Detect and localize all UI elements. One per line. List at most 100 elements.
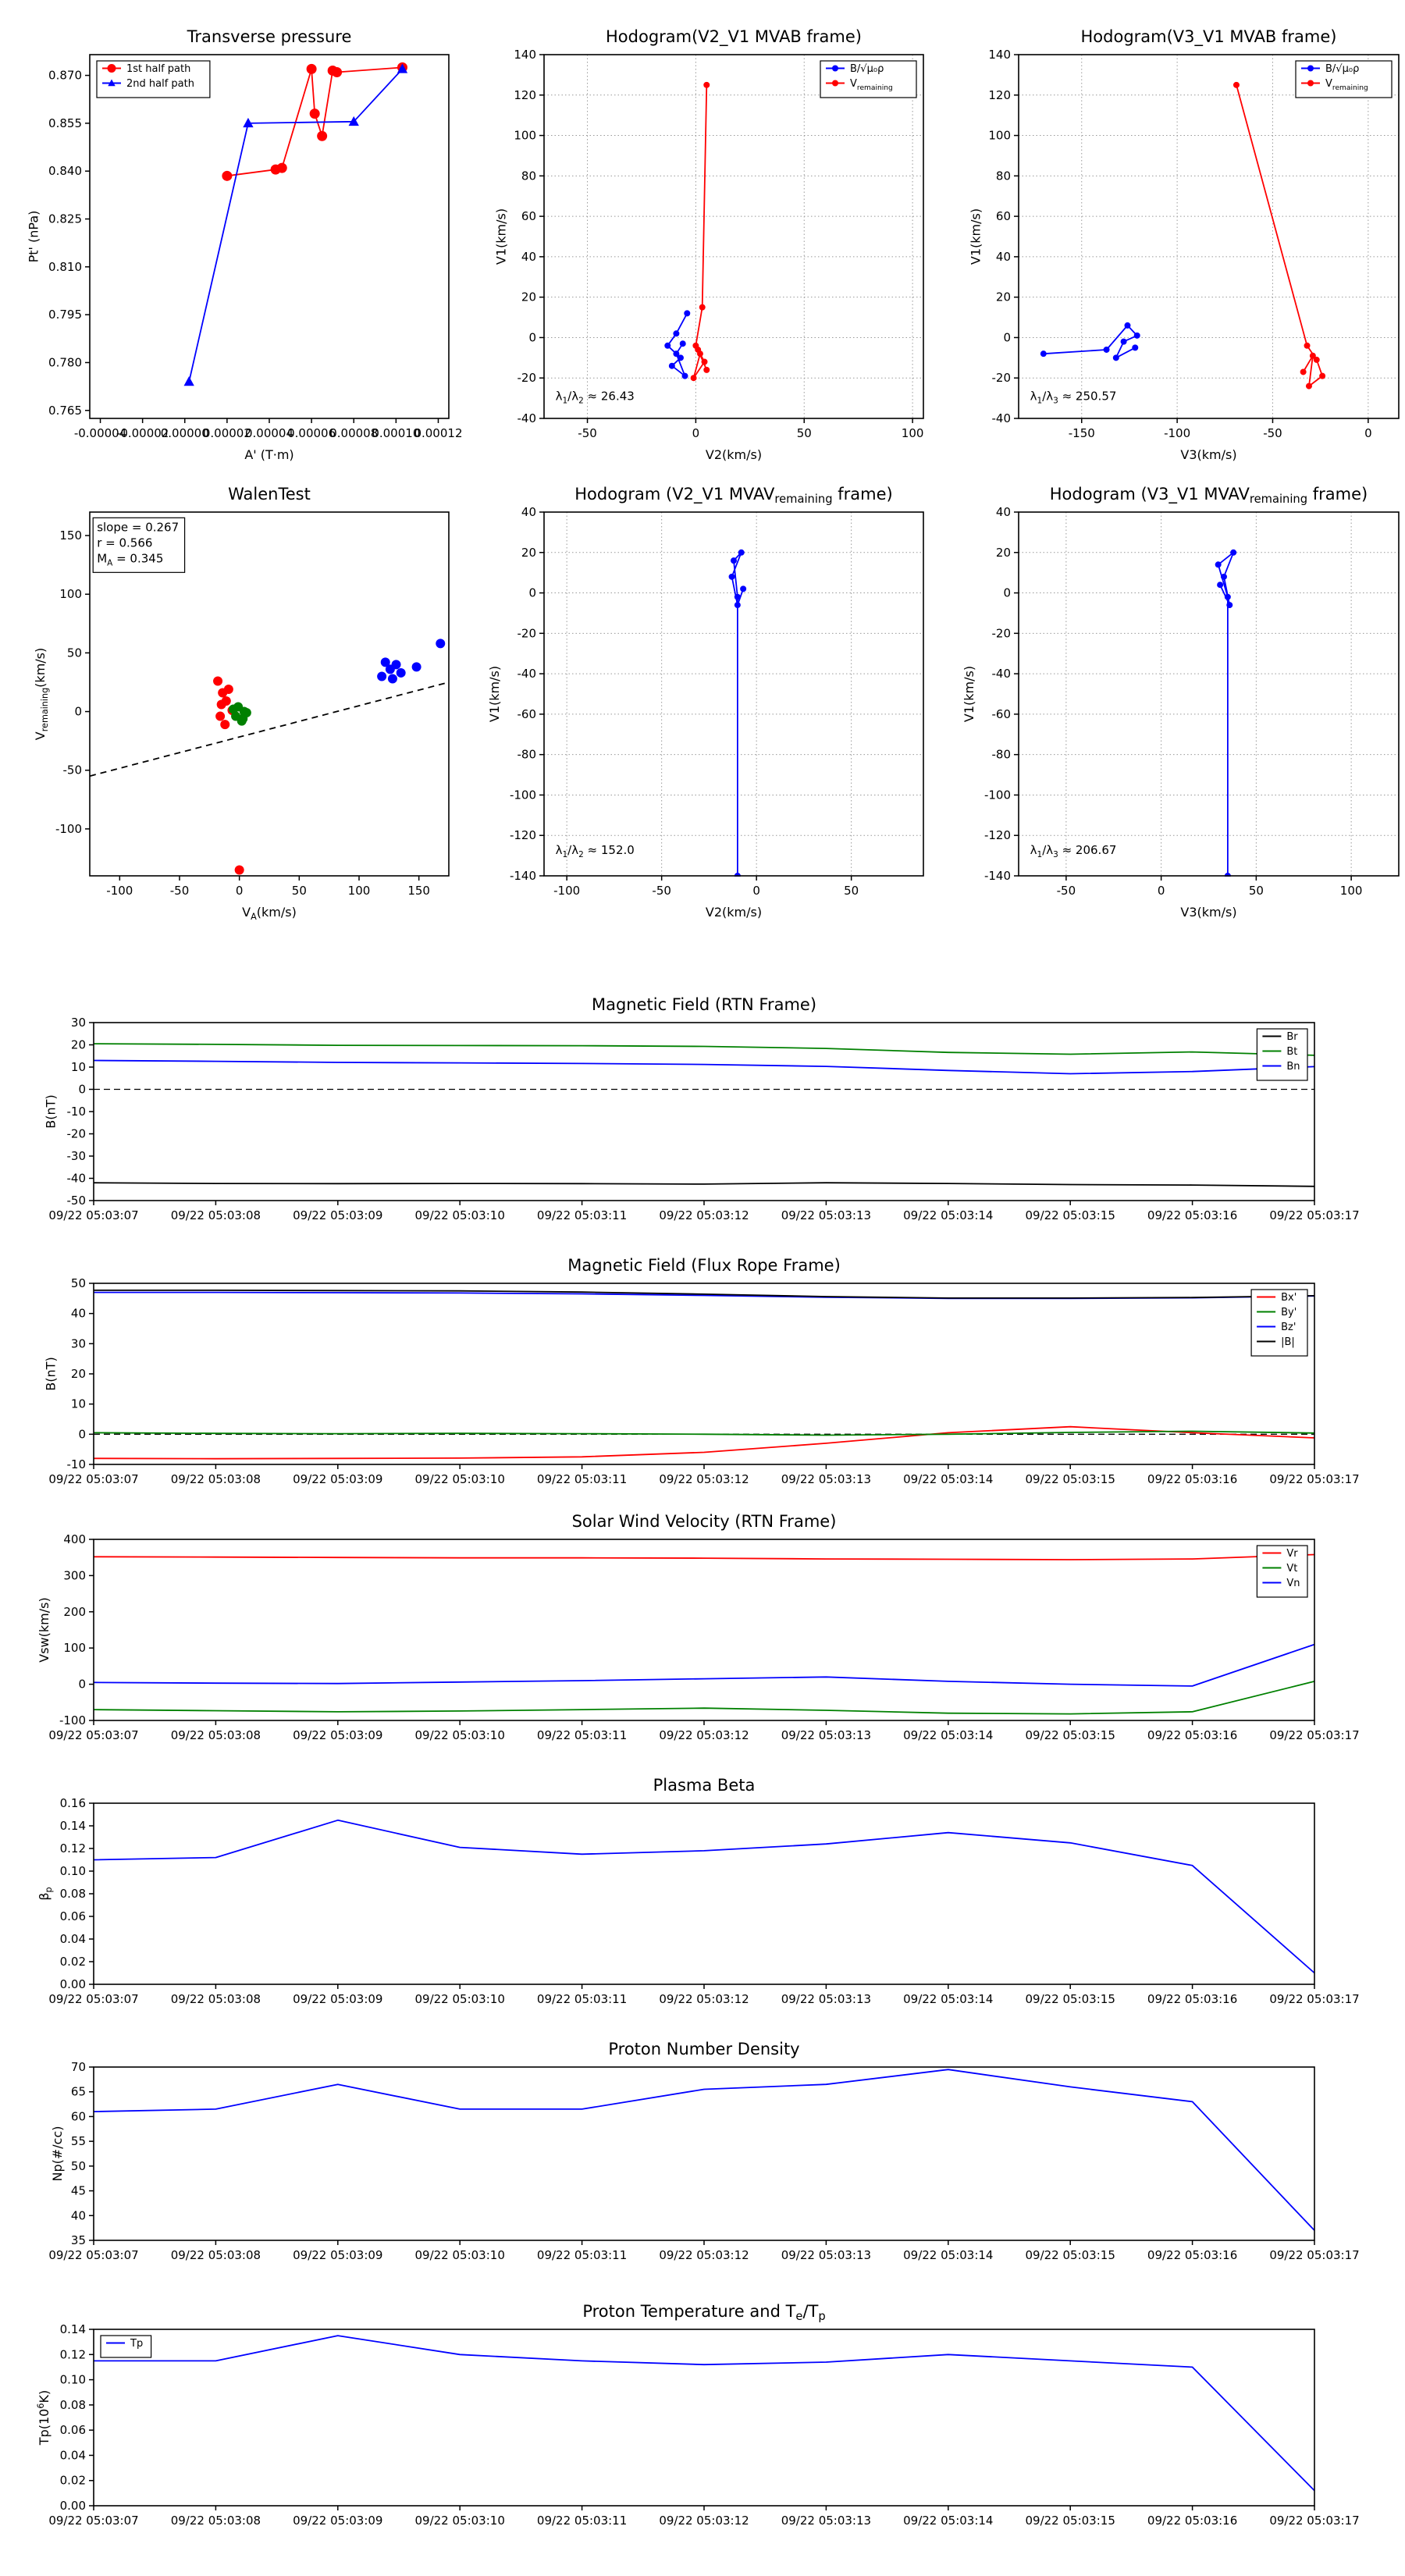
svg-text:slope = 0.267: slope = 0.267 bbox=[97, 520, 179, 534]
svg-text:09/22 05:03:09: 09/22 05:03:09 bbox=[293, 1992, 382, 2006]
svg-text:-40: -40 bbox=[67, 1172, 87, 1186]
svg-text:V3(km/s): V3(km/s) bbox=[1180, 447, 1236, 462]
svg-text:0.04: 0.04 bbox=[60, 1932, 86, 1946]
svg-text:-100: -100 bbox=[984, 788, 1011, 802]
svg-text:0.795: 0.795 bbox=[48, 308, 82, 322]
svg-text:Bn: Bn bbox=[1286, 1061, 1300, 1073]
svg-text:0.00010: 0.00010 bbox=[372, 426, 420, 440]
svg-text:0.02: 0.02 bbox=[60, 1955, 86, 1969]
svg-text:-60: -60 bbox=[992, 707, 1012, 721]
svg-text:-100: -100 bbox=[106, 884, 133, 898]
svg-text:100: 100 bbox=[63, 1641, 86, 1655]
svg-text:09/22 05:03:07: 09/22 05:03:07 bbox=[48, 2248, 138, 2262]
svg-text:50: 50 bbox=[71, 2159, 86, 2173]
svg-text:70: 70 bbox=[71, 2060, 86, 2074]
svg-text:09/22 05:03:10: 09/22 05:03:10 bbox=[415, 2514, 505, 2528]
svg-text:-150: -150 bbox=[1069, 426, 1095, 440]
svg-text:09/22 05:03:08: 09/22 05:03:08 bbox=[171, 1728, 261, 1742]
svg-text:09/22 05:03:11: 09/22 05:03:11 bbox=[537, 1208, 627, 1222]
svg-text:-100: -100 bbox=[553, 884, 580, 898]
svg-text:Magnetic Field (RTN Frame): Magnetic Field (RTN Frame) bbox=[592, 995, 816, 1014]
svg-text:0.04: 0.04 bbox=[60, 2448, 86, 2462]
svg-text:Vt: Vt bbox=[1286, 1563, 1297, 1574]
svg-text:20: 20 bbox=[521, 546, 536, 560]
svg-text:WalenTest: WalenTest bbox=[228, 485, 311, 503]
svg-text:09/22 05:03:08: 09/22 05:03:08 bbox=[171, 1472, 261, 1486]
svg-text:09/22 05:03:16: 09/22 05:03:16 bbox=[1147, 1208, 1237, 1222]
svg-text:0.855: 0.855 bbox=[48, 116, 82, 130]
svg-text:60: 60 bbox=[996, 209, 1011, 223]
svg-text:09/22 05:03:13: 09/22 05:03:13 bbox=[781, 1728, 871, 1742]
svg-text:Vremaining: Vremaining bbox=[850, 78, 893, 92]
svg-text:120: 120 bbox=[988, 88, 1011, 102]
svg-text:-50: -50 bbox=[1263, 426, 1282, 440]
svg-text:09/22 05:03:09: 09/22 05:03:09 bbox=[293, 2514, 382, 2528]
svg-text:09/22 05:03:07: 09/22 05:03:07 bbox=[48, 1992, 138, 2006]
svg-text:Tp(106K): Tp(106K) bbox=[36, 2390, 52, 2446]
svg-text:0.08: 0.08 bbox=[60, 1887, 86, 1901]
svg-text:40: 40 bbox=[521, 505, 536, 519]
svg-text:09/22 05:03:14: 09/22 05:03:14 bbox=[903, 2514, 993, 2528]
svg-text:100: 100 bbox=[902, 426, 924, 440]
svg-text:100: 100 bbox=[514, 129, 536, 143]
svg-text:09/22 05:03:07: 09/22 05:03:07 bbox=[48, 2514, 138, 2528]
svg-text:-40: -40 bbox=[518, 667, 537, 681]
svg-text:-140: -140 bbox=[984, 869, 1011, 883]
svg-text:200: 200 bbox=[63, 1605, 86, 1619]
svg-text:Vr: Vr bbox=[1286, 1548, 1298, 1560]
svg-text:0.840: 0.840 bbox=[48, 164, 82, 178]
svg-text:40: 40 bbox=[996, 250, 1011, 264]
svg-text:80: 80 bbox=[996, 169, 1011, 183]
svg-text:0.00012: 0.00012 bbox=[414, 426, 462, 440]
svg-text:09/22 05:03:15: 09/22 05:03:15 bbox=[1026, 1472, 1115, 1486]
svg-text:140: 140 bbox=[514, 48, 536, 62]
svg-text:40: 40 bbox=[521, 250, 536, 264]
svg-text:60: 60 bbox=[521, 209, 536, 223]
svg-text:-50: -50 bbox=[652, 884, 671, 898]
svg-text:B/√μ₀ρ: B/√μ₀ρ bbox=[1325, 63, 1359, 75]
svg-text:150: 150 bbox=[407, 884, 430, 898]
svg-text:0: 0 bbox=[1003, 586, 1011, 600]
svg-text:09/22 05:03:08: 09/22 05:03:08 bbox=[171, 2248, 261, 2262]
svg-text:V1(km/s): V1(km/s) bbox=[969, 208, 984, 265]
svg-text:Vremaining(km/s): Vremaining(km/s) bbox=[33, 648, 50, 741]
svg-text:Bt: Bt bbox=[1286, 1046, 1297, 1058]
svg-text:09/22 05:03:13: 09/22 05:03:13 bbox=[781, 2248, 871, 2262]
svg-text:50: 50 bbox=[292, 884, 307, 898]
svg-text:-40: -40 bbox=[992, 411, 1012, 425]
svg-text:0: 0 bbox=[692, 426, 700, 440]
panel-walen-test: -100 -50 0 50 100 150 -100 -50 0 50 100 150 WalenTes… bbox=[33, 485, 450, 922]
svg-text:45: 45 bbox=[71, 2184, 86, 2198]
svg-text:r = 0.566: r = 0.566 bbox=[97, 535, 152, 550]
svg-text:0.12: 0.12 bbox=[60, 2347, 86, 2361]
svg-text:0: 0 bbox=[78, 1427, 86, 1441]
svg-text:-20: -20 bbox=[518, 371, 537, 385]
svg-text:50: 50 bbox=[797, 426, 812, 440]
svg-text:-80: -80 bbox=[518, 748, 537, 762]
svg-text:Bz': Bz' bbox=[1281, 1322, 1296, 1333]
svg-text:100: 100 bbox=[59, 587, 82, 601]
svg-text:60: 60 bbox=[71, 2109, 86, 2123]
svg-text:300: 300 bbox=[63, 1568, 86, 1582]
svg-text:-50: -50 bbox=[1057, 884, 1076, 898]
svg-text:-100: -100 bbox=[59, 1713, 86, 1727]
svg-text:Tp: Tp bbox=[130, 2338, 143, 2350]
svg-text:-20: -20 bbox=[992, 371, 1012, 385]
svg-text:B(nT): B(nT) bbox=[44, 1357, 59, 1390]
svg-text:Proton Temperature and Te/Tp: Proton Temperature and Te/Tp bbox=[582, 2302, 825, 2323]
svg-text:-50: -50 bbox=[170, 884, 190, 898]
svg-text:09/22 05:03:11: 09/22 05:03:11 bbox=[537, 2514, 627, 2528]
svg-text:By': By' bbox=[1281, 1307, 1297, 1318]
svg-text:βp: βp bbox=[37, 1887, 54, 1900]
svg-text:09/22 05:03:08: 09/22 05:03:08 bbox=[171, 1208, 261, 1222]
svg-text:35: 35 bbox=[71, 2233, 86, 2247]
svg-text:150: 150 bbox=[59, 528, 82, 543]
svg-text:55: 55 bbox=[71, 2134, 86, 2148]
svg-text:40: 40 bbox=[996, 505, 1011, 519]
svg-text:09/22 05:03:13: 09/22 05:03:13 bbox=[781, 1472, 871, 1486]
panel-hodogram-v2v1-mvab: -50 0 50 100 -40 -20 0 20 40 60 80 100 120 140 Hodogra… bbox=[494, 27, 924, 462]
svg-text:09/22 05:03:15: 09/22 05:03:15 bbox=[1026, 1208, 1115, 1222]
svg-text:0.870: 0.870 bbox=[48, 69, 82, 83]
svg-text:09/22 05:03:11: 09/22 05:03:11 bbox=[537, 1472, 627, 1486]
svg-text:09/22 05:03:15: 09/22 05:03:15 bbox=[1026, 2248, 1115, 2262]
